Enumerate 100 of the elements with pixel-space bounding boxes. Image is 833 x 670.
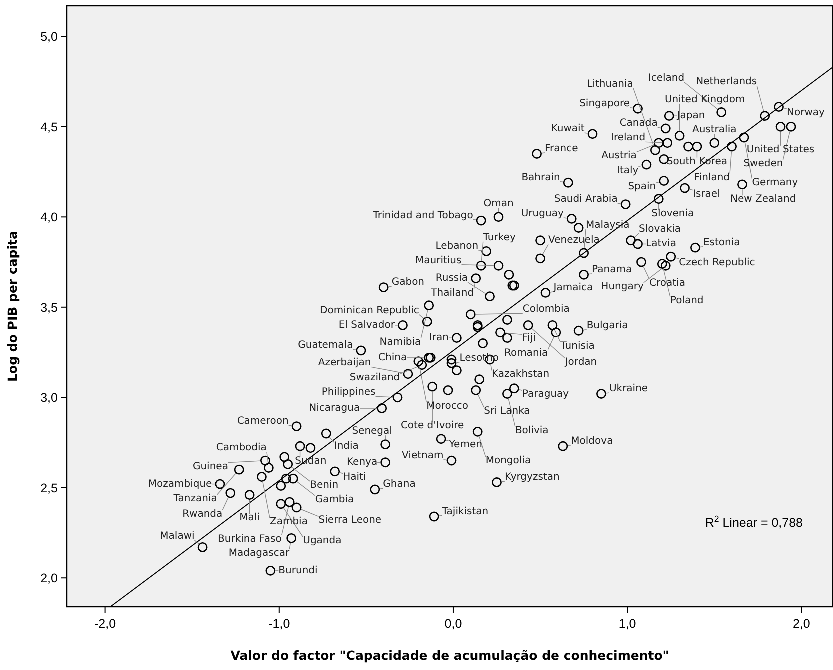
annotation: Mozambique (148, 478, 212, 490)
annotation: Tajikistan (441, 506, 489, 518)
annotation: Mongolia (486, 455, 532, 466)
annotation: Nicaragua (309, 402, 360, 414)
annotation: Slovenia (652, 208, 694, 220)
annotation: Yemen (448, 440, 482, 451)
annotation: Burkina Faso (218, 534, 282, 545)
annotation: Sweden (744, 158, 784, 170)
annotation: Japan (676, 110, 706, 122)
annotation: Australia (692, 124, 737, 136)
annotation: Finland (694, 172, 730, 184)
annotation: Israel (693, 188, 720, 200)
annotation: Kenya (346, 457, 378, 468)
annotation: Singapore (580, 98, 630, 110)
annotation: Norway (787, 108, 826, 119)
annotation: Iran (429, 332, 449, 344)
annotation: Romania (504, 348, 548, 360)
annotation: Mali (240, 512, 260, 524)
x-tick-label: 1,0 (618, 617, 636, 631)
annotation: Colombia (522, 304, 570, 316)
annotation: Bolivia (515, 426, 549, 437)
annotation: Ukraine (609, 384, 648, 395)
annotation: Lithuania (587, 78, 634, 90)
x-tick-label: -2,0 (94, 617, 116, 631)
annotation: Uganda (303, 536, 342, 547)
annotation: Slovakia (639, 224, 682, 236)
annotation: Cambodia (216, 442, 267, 454)
annotation: Madagascar (228, 548, 290, 559)
x-axis-title: Valor do factor "Capacidade de acumulação de conhecimento" (230, 648, 670, 663)
annotation: Estonia (703, 237, 740, 248)
annotation: Uruguay (521, 208, 564, 220)
annotation: Croatia (650, 278, 686, 289)
annotation: Iceland (648, 72, 685, 84)
annotation: Burundi (278, 565, 318, 576)
annotation: Malawi (160, 530, 195, 542)
annotation: Gambia (315, 494, 354, 506)
annotation: Ireland (611, 132, 646, 144)
annotation: Dominican Republic (320, 305, 420, 316)
annotation: Poland (670, 296, 704, 307)
x-tick-label: -1,0 (268, 617, 290, 631)
annotation: Vietnam (402, 450, 444, 462)
annotation: Jamaica (552, 282, 594, 294)
annotation: Austria (602, 150, 637, 162)
annotation: Germany (752, 177, 798, 188)
annotation: United Kingdom (664, 94, 746, 106)
annotation: Bulgaria (586, 320, 628, 332)
annotation: Oman (484, 198, 514, 210)
annotation: Namibia (380, 337, 422, 348)
annotation: Saudi Arabia (554, 194, 618, 206)
annotation: Morocco (426, 401, 469, 412)
x-tick-label: 2,0 (792, 617, 810, 631)
y-axis-title: Log do PIB per capita (5, 231, 20, 382)
annotation: Italy (617, 165, 639, 176)
y-tick-label: 3,0 (40, 391, 58, 406)
annotation: Senegal (352, 426, 392, 438)
annotation: Gabon (392, 277, 425, 288)
annotation: Philippines (322, 387, 376, 398)
annotation: Turkey (482, 232, 516, 244)
annotation: Zambia (270, 516, 308, 528)
annotation: Mauritius (416, 255, 462, 266)
annotation: Spain (628, 182, 656, 193)
annotation: France (545, 143, 578, 154)
y-tick-label: 5,0 (40, 30, 58, 44)
annotation: Tanzania (172, 493, 218, 504)
annotation: Kyrgyzstan (505, 472, 560, 483)
x-tick-label: 0,0 (444, 617, 462, 631)
annotation: Lebanon (436, 240, 479, 252)
annotation: United States (746, 144, 815, 156)
annotation: Venezuela (548, 235, 600, 246)
annotation: India (334, 441, 359, 452)
annotation: Russia (436, 273, 468, 284)
annotation: Canada (620, 118, 658, 130)
annotation: Swaziland (350, 372, 400, 384)
annotation: Azerbaijan (318, 358, 372, 369)
annotation: Guatemala (298, 340, 354, 352)
annotation: Czech Republic (679, 257, 756, 268)
annotation: Paraguay (522, 389, 570, 400)
annotation: Moldova (571, 436, 614, 447)
annotation: Guinea (192, 461, 228, 472)
annotation: Sierra Leone (318, 515, 382, 526)
annotation: Netherlands (696, 76, 758, 88)
annotation: Cote d'Ivoire (400, 420, 464, 432)
annotation: Haiti (343, 472, 366, 484)
y-tick-label: 4,5 (40, 120, 58, 134)
annotation: Bahrain (522, 172, 560, 184)
y-tick-label: 4,0 (40, 210, 58, 225)
annotation: Kazakhstan (492, 369, 550, 380)
annotation: Jordan (564, 356, 598, 368)
annotation: Trinidad and Tobago (372, 210, 474, 222)
annotation: Tunisia (560, 340, 595, 352)
annotation: R$^{2}$ Linear = 0,788 (705, 514, 804, 530)
annotation: Cameroon (237, 416, 289, 428)
y-tick-label: 2,0 (40, 572, 58, 586)
annotation: Sri Lanka (484, 406, 530, 417)
annotation: Hungary (601, 281, 644, 292)
y-tick-label: 2,5 (40, 481, 58, 496)
annotation: Latvia (646, 238, 676, 250)
y-tick-label: 3,5 (40, 300, 58, 315)
annotation: New Zealand (730, 194, 796, 206)
annotation: Panama (592, 264, 632, 276)
